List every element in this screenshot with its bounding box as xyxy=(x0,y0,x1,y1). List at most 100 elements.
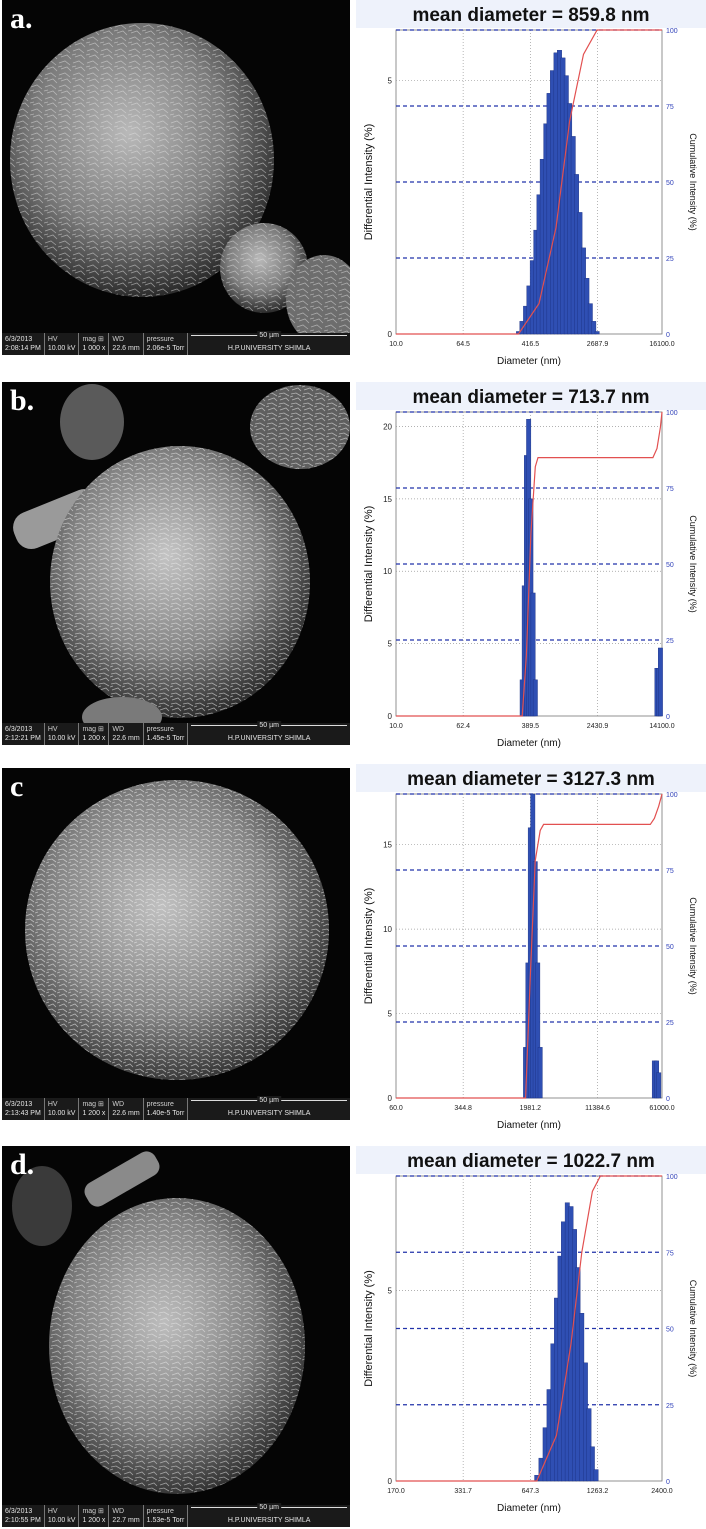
sem-hv: 10.00 kV xyxy=(47,1517,76,1524)
x-axis-label: Diameter (nm) xyxy=(497,356,561,367)
sem-wd-label: WD xyxy=(112,1101,125,1108)
sem-mag: 1 200 x xyxy=(82,735,106,742)
y-tick-label: 20 xyxy=(383,422,392,431)
sem-hv-cell: HV 10.00 kV xyxy=(45,1098,80,1120)
micrograph-particle-b xyxy=(13,384,350,723)
sem-mag-label: mag ⊞ xyxy=(82,726,104,733)
sem-wd-cell: WD 22.7 mm xyxy=(109,1505,144,1527)
sem-scale-cell: 50 µm H.P.UNIVERSITY SHIMLA xyxy=(188,1096,350,1120)
x-tick-label: 62.4 xyxy=(456,723,470,730)
sem-scale-cell: 50 µm H.P.UNIVERSITY SHIMLA xyxy=(188,721,350,745)
sem-hv-label: HV xyxy=(47,1508,58,1515)
sem-micrograph-b: b. 6/3/2013 2:12:21 PM HV 10.00 kV mag ⊞ 1 … xyxy=(2,382,350,745)
x-tick-label: 2400.0 xyxy=(651,1488,673,1495)
bar xyxy=(589,1446,595,1482)
sem-wd-cell: WD 22.6 mm xyxy=(109,1098,144,1120)
y2-tick-label: 25 xyxy=(666,1020,674,1027)
y-axis-label: Differential Intensity (%) xyxy=(363,124,375,241)
x-tick-label: 16100.0 xyxy=(649,341,674,348)
sem-institution: H.P.UNIVERSITY SHIMLA xyxy=(227,735,311,742)
sem-databar-b: 6/3/2013 2:12:21 PM HV 10.00 kV mag ⊞ 1 200… xyxy=(2,721,350,745)
dls-chart-a: mean diameter = 859.8 nm 0 5 0 25 50 75 100 10.0… xyxy=(356,0,706,382)
scale-bar: 50 µm xyxy=(191,1096,347,1109)
sem-wd: 22.7 mm xyxy=(112,1517,140,1524)
sem-date-cell: 6/3/2013 2:12:21 PM xyxy=(2,723,45,745)
sem-hv: 10.00 kV xyxy=(47,1110,76,1117)
chart-title-band xyxy=(356,1146,706,1174)
cumulative-line xyxy=(396,1175,662,1482)
x-tick-label: 647.3 xyxy=(522,1488,540,1495)
sem-mag-label: mag ⊞ xyxy=(82,336,104,343)
micrograph-particle-d xyxy=(12,1151,305,1494)
sem-pressure-label: pressure xyxy=(146,1101,174,1108)
y2-tick-label: 50 xyxy=(666,180,674,187)
y-tick-label: 0 xyxy=(388,330,393,339)
y2-tick-label: 25 xyxy=(666,638,674,645)
chart-title-band xyxy=(356,764,706,792)
x-tick-label: 344.8 xyxy=(454,1105,472,1112)
sem-hv-cell: HV 10.00 kV xyxy=(45,1505,80,1527)
sem-time: 2:12:21 PM xyxy=(5,735,41,742)
dls-chart-d: mean diameter = 1022.7 nm 0 5 0 25 50 75 100 170… xyxy=(356,1146,706,1529)
scale-bar: 50 µm xyxy=(191,331,347,344)
x-tick-label: 1263.2 xyxy=(587,1488,609,1495)
sem-date: 6/3/2013 xyxy=(5,1508,33,1515)
sem-pressure-cell: pressure 1.45e-5 Torr xyxy=(144,723,189,745)
bar xyxy=(594,331,600,335)
y2-tick-label: 50 xyxy=(666,944,674,951)
panel-label-a: a. xyxy=(10,2,33,35)
sem-scale-cell: 50 µm H.P.UNIVERSITY SHIMLA xyxy=(188,331,350,355)
sem-mag: 1 200 x xyxy=(82,1110,106,1117)
x-axis-label: Diameter (nm) xyxy=(497,1120,561,1131)
sem-hv-label: HV xyxy=(47,336,58,343)
x-tick-label: 2430.9 xyxy=(587,723,609,730)
bar xyxy=(542,1427,548,1482)
micrograph-particle-c xyxy=(25,780,329,1080)
y2-tick-label: 25 xyxy=(666,256,674,263)
sem-pressure: 1.53e-5 Torr xyxy=(146,1517,185,1524)
y2-axis-label: Cumulative Intensity (%) xyxy=(688,133,698,231)
panel-label-c: c xyxy=(10,770,24,803)
sem-pressure-label: pressure xyxy=(146,336,174,343)
sem-date: 6/3/2013 xyxy=(5,726,33,733)
y-tick-label: 10 xyxy=(383,925,392,934)
x-axis-label: Diameter (nm) xyxy=(497,738,561,749)
sem-time: 2:13:43 PM xyxy=(5,1110,41,1117)
y-tick-label: 5 xyxy=(388,640,393,649)
x-tick-label: 64.5 xyxy=(456,341,470,348)
dls-chart-svg-a: mean diameter = 859.8 nm05025507510010.0… xyxy=(356,0,706,367)
sem-institution: H.P.UNIVERSITY SHIMLA xyxy=(227,345,311,352)
scale-bar: 50 µm xyxy=(191,721,347,734)
sem-scale-cell: 50 µm H.P.UNIVERSITY SHIMLA xyxy=(188,1503,350,1527)
scale-bar: 50 µm xyxy=(191,1503,347,1516)
sem-hv-cell: HV 10.00 kV xyxy=(45,723,80,745)
y-tick-label: 0 xyxy=(388,1094,393,1103)
x-tick-label: 170.0 xyxy=(387,1488,405,1495)
x-tick-label: 2687.9 xyxy=(587,341,609,348)
sem-wd-cell: WD 22.6 mm xyxy=(109,333,144,355)
sem-mag-cell: mag ⊞ 1 200 x xyxy=(79,723,110,745)
y-tick-label: 15 xyxy=(383,841,392,850)
sem-wd-label: WD xyxy=(112,336,125,343)
y2-tick-label: 100 xyxy=(666,410,678,417)
bar xyxy=(593,1469,599,1482)
sem-pressure: 1.40e-5 Torr xyxy=(146,1110,185,1117)
y2-tick-label: 100 xyxy=(666,792,678,799)
y-tick-label: 10 xyxy=(383,567,392,576)
sem-mag-label: mag ⊞ xyxy=(82,1101,104,1108)
cumulative-line xyxy=(396,411,663,717)
panel-b: b. 6/3/2013 2:12:21 PM HV 10.00 kV mag ⊞ 1 … xyxy=(0,382,706,764)
sem-pressure: 1.45e-5 Torr xyxy=(146,735,185,742)
y2-tick-label: 75 xyxy=(666,486,674,493)
sem-hv: 10.00 kV xyxy=(47,345,76,352)
sem-mag: 1 000 x xyxy=(82,345,106,352)
sem-databar-d: 6/3/2013 2:10:55 PM HV 10.00 kV mag ⊞ 1 200… xyxy=(2,1503,350,1527)
sem-wd: 22.6 mm xyxy=(112,345,140,352)
sem-wd: 22.6 mm xyxy=(112,1110,140,1117)
sem-date: 6/3/2013 xyxy=(5,336,33,343)
y2-tick-label: 0 xyxy=(666,1479,670,1486)
x-tick-label: 11384.6 xyxy=(585,1105,610,1112)
bar xyxy=(537,1047,543,1099)
sem-mag-label: mag ⊞ xyxy=(82,1508,104,1515)
panel-label-b: b. xyxy=(10,384,35,417)
